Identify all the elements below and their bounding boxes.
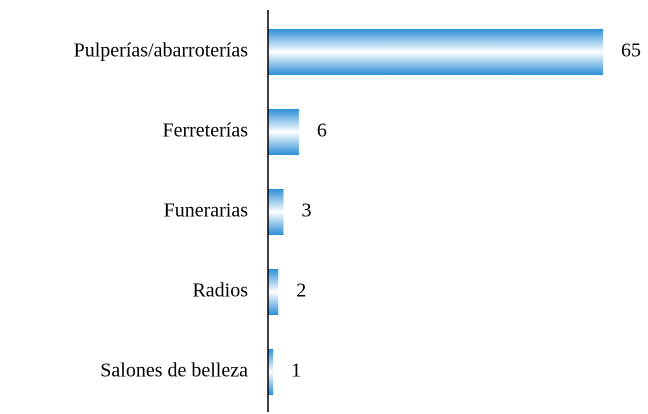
bar [268, 269, 279, 315]
bar [268, 189, 284, 235]
bar [268, 109, 299, 155]
bar [268, 349, 274, 395]
category-label: Salones de belleza [100, 360, 248, 382]
category-label: Funerarias [164, 200, 249, 222]
value-label: 6 [317, 120, 327, 142]
value-label: 1 [291, 360, 301, 382]
category-label: Ferreterías [162, 120, 248, 142]
bar [268, 29, 603, 75]
value-label: 2 [296, 280, 306, 302]
category-label: Pulperías/abarroterías [74, 40, 249, 62]
value-label: 65 [621, 40, 641, 62]
value-label: 3 [301, 200, 311, 222]
category-label: Radios [192, 280, 248, 302]
